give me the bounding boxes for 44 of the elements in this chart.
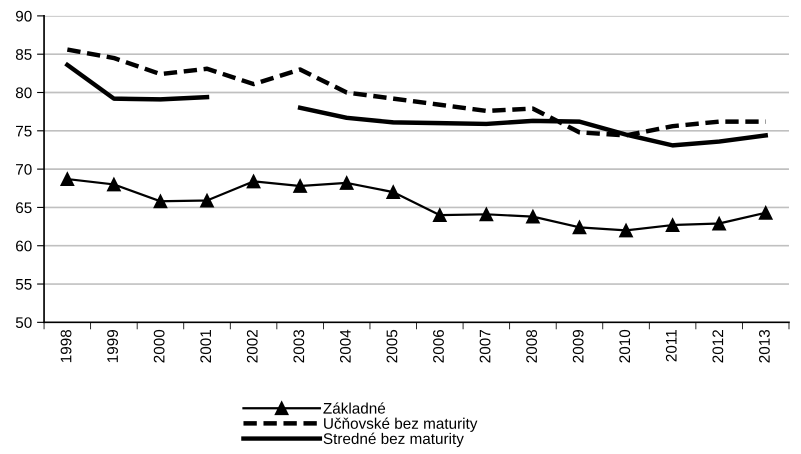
y-tick-label: 55 <box>16 279 32 290</box>
y-tick-label: 80 <box>16 87 32 98</box>
y-tick-label: 90 <box>16 10 32 22</box>
x-tick-label: 2006 <box>433 330 444 362</box>
x-tick-label: 1998 <box>60 330 72 362</box>
y-tick-label: 50 <box>16 317 32 328</box>
x-tick-label: 2008 <box>526 330 538 362</box>
point <box>619 223 633 238</box>
x-tick-label: 2013 <box>758 330 770 362</box>
point <box>432 208 447 222</box>
point <box>246 174 261 188</box>
x-tick-label: 2012 <box>712 330 724 362</box>
point <box>666 218 680 232</box>
point <box>712 216 726 230</box>
y-tick-label: 85 <box>16 49 32 60</box>
x-tick-label: 2000 <box>154 330 165 362</box>
point <box>758 206 773 220</box>
x-tick-label: 2007 <box>480 330 490 362</box>
y-tick-label: 75 <box>16 126 32 136</box>
x-tick-label: 2009 <box>572 330 584 362</box>
point <box>572 220 586 234</box>
x-tick-label: 2004 <box>340 330 351 362</box>
y-tick-label: 65 <box>16 202 32 214</box>
x-tick-label: 2011 <box>666 330 677 362</box>
legend-label: Stredné bez maturity <box>324 432 464 448</box>
x-tick-label: 2010 <box>619 330 630 362</box>
legend-label: Základné <box>323 402 386 414</box>
x-tick-label: 2003 <box>293 330 304 362</box>
point <box>340 176 354 190</box>
legend-label: Učňovské bez maturity <box>324 418 478 432</box>
x-tick-label: 2005 <box>386 330 398 362</box>
x-tick-label: 2002 <box>246 330 258 362</box>
point <box>293 179 308 193</box>
point <box>386 185 400 200</box>
point <box>154 194 168 208</box>
point <box>106 177 121 192</box>
point <box>200 194 214 208</box>
point <box>60 172 74 186</box>
point <box>479 207 494 222</box>
y-tick-label: 60 <box>16 240 32 252</box>
x-tick-label: 1999 <box>107 330 118 362</box>
x-tick-label: 2001 <box>200 330 212 362</box>
point <box>526 210 540 224</box>
y-tick-label: 70 <box>16 164 32 175</box>
